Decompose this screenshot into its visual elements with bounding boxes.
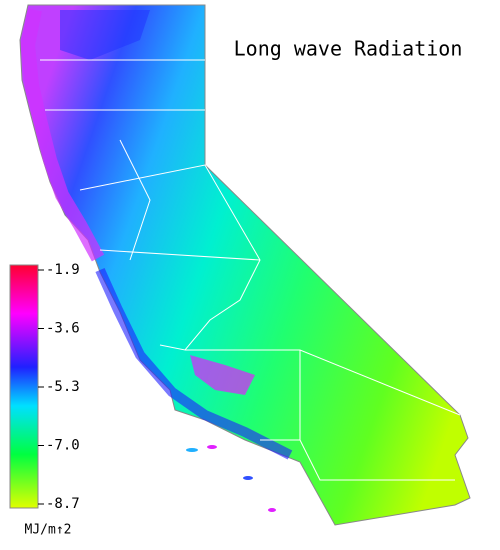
coast-band: [95, 267, 293, 460]
california-map: [19, 4, 471, 526]
colorbar-unit: MJ/m↑2: [25, 523, 72, 538]
island: [186, 448, 198, 452]
colorbar-tick-label: -7.0: [46, 438, 80, 454]
colorbar-tick-label: -1.9: [46, 262, 80, 278]
state-shape: [19, 4, 471, 526]
colorbar-tick-label: -8.7: [46, 496, 80, 512]
county-lines: [40, 59, 461, 481]
colorbar-tick-label: -5.3: [46, 379, 80, 395]
colorbar-tick-label: -3.6: [46, 321, 80, 337]
colorbar-ticks: -1.9 -3.6 -5.3 -7.0 -8.7: [38, 262, 80, 512]
colorbar: [9, 264, 39, 509]
map-title: Long wave Radiation: [234, 37, 463, 61]
coast-band: [20, 8, 105, 262]
island: [207, 445, 217, 449]
island: [243, 476, 253, 480]
mountain-band: [60, 10, 150, 60]
mountain-band: [190, 355, 255, 395]
island: [268, 508, 276, 512]
